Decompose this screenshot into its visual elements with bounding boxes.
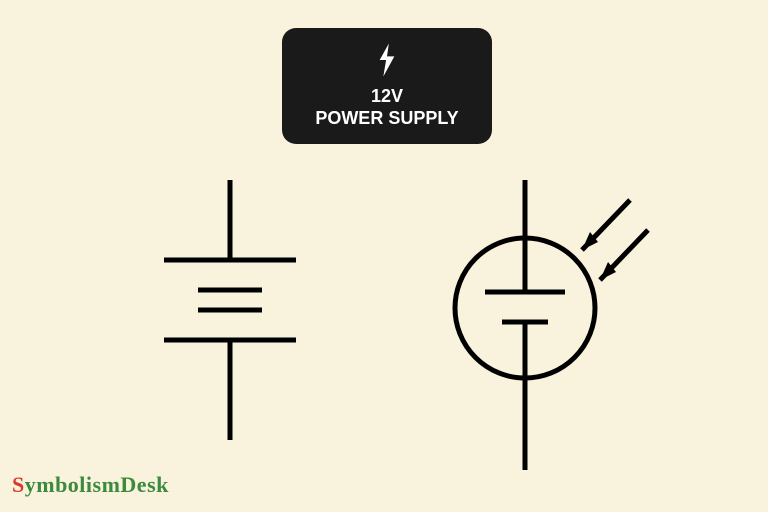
lightning-bolt-icon	[376, 43, 398, 82]
watermark-logo: SymbolismDesk	[12, 472, 169, 498]
power-box-label-line2: POWER SUPPLY	[315, 108, 458, 130]
battery-cell-symbol	[150, 180, 310, 445]
diagram-canvas: 12V POWER SUPPLY	[0, 0, 768, 512]
solar-cell-symbol	[430, 180, 650, 475]
watermark-rest: ymbolismDesk	[25, 472, 169, 497]
power-box-label-line1: 12V	[371, 86, 403, 108]
watermark-letter-s: S	[12, 472, 25, 497]
power-supply-box: 12V POWER SUPPLY	[282, 28, 492, 144]
